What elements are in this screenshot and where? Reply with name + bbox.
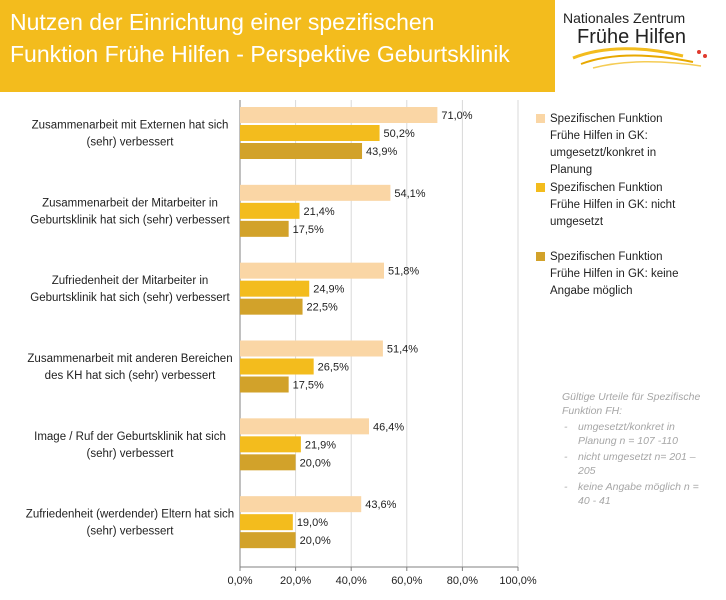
category-label: (sehr) verbessert: [87, 448, 175, 460]
data-label: 71,0%: [441, 110, 472, 122]
valid-ratings-note: Gültige Urteile für Spezifische Funktion…: [562, 390, 712, 508]
bar: [240, 298, 303, 315]
category-label: Geburtsklinik hat sich (sehr) verbessert: [30, 292, 230, 304]
category-label: Image / Ruf der Geburtsklinik hat sich: [34, 431, 226, 443]
title-line-1: Nutzen der Einrichtung einer spezifische…: [10, 9, 435, 35]
note-heading: Gültige Urteile für Spezifische Funktion…: [562, 391, 701, 417]
data-label: 19,0%: [297, 517, 328, 529]
x-tick-label: 40,0%: [336, 575, 367, 587]
category-label: (sehr) verbessert: [87, 137, 175, 149]
data-label: 22,5%: [307, 302, 338, 314]
category-label: Geburtsklinik hat sich (sehr) verbessert: [30, 214, 230, 226]
data-label: 20,0%: [300, 535, 331, 547]
bar: [240, 107, 438, 123]
data-label: 43,6%: [365, 499, 396, 511]
page-title: Nutzen der Einrichtung einer spezifische…: [10, 6, 550, 70]
logo: Nationales Zentrum Frühe Hilfen: [563, 10, 723, 70]
bar: [240, 514, 293, 531]
bar: [240, 340, 383, 357]
bar-chart: 0,0% 20,0% 40,0% 60,0% 80,0% 100,0% 71,0% 50,2%…: [26, 100, 537, 587]
legend-label-line: Planung: [550, 164, 593, 176]
bar: [240, 436, 301, 453]
legend-label-line: Spezifischen Funktion: [550, 182, 663, 194]
legend-label-line: umgesetzt: [550, 216, 604, 228]
bar: [240, 262, 385, 279]
data-label: 43,9%: [366, 146, 397, 158]
data-label: 21,4%: [303, 206, 334, 218]
bar: [240, 454, 296, 471]
logo-line-1: Nationales Zentrum: [563, 10, 686, 26]
bar: [240, 125, 380, 141]
legend-swatch: [536, 183, 545, 192]
logo-line-2: Frühe Hilfen: [577, 26, 686, 48]
x-tick-label: 60,0%: [391, 575, 422, 587]
legend-label: Spezifischen Funktion Frühe Hilfen in GK:…: [550, 249, 720, 300]
note-item: nicht umgesetzt n= 201 – 205: [562, 450, 712, 478]
legend-label: Spezifischen Funktion Frühe Hilfen in GK:…: [550, 180, 720, 231]
data-label: 17,5%: [293, 224, 324, 236]
bar: [240, 532, 296, 549]
x-tick-label: 0,0%: [227, 575, 252, 587]
data-label: 17,5%: [293, 380, 324, 392]
legend-label-line: Spezifischen Funktion: [550, 251, 663, 263]
x-tick-label: 20,0%: [280, 575, 311, 587]
bar: [240, 280, 310, 297]
data-label: 50,2%: [384, 128, 415, 140]
bar: [240, 202, 300, 219]
bar: [240, 143, 363, 159]
legend-label-line: Spezifischen Funktion: [550, 113, 663, 125]
bar: [240, 418, 369, 435]
note-item: keine Angabe möglich n = 40 - 41: [562, 480, 712, 508]
header-banner: Nutzen der Einrichtung einer spezifische…: [0, 0, 555, 92]
title-line-2: Funktion Frühe Hilfen - Perspektive Gebu…: [10, 41, 510, 67]
data-label: 20,0%: [300, 457, 331, 469]
legend-swatch: [536, 252, 545, 261]
data-label: 51,4%: [387, 344, 418, 356]
category-label: des KH hat sich (sehr) verbessert: [45, 370, 216, 382]
legend-label-line: Angabe möglich: [550, 285, 633, 297]
note-list: umgesetzt/konkret in Planung n = 107 -11…: [562, 420, 712, 508]
note-item: umgesetzt/konkret in Planung n = 107 -11…: [562, 420, 712, 448]
bar: [240, 358, 314, 375]
bar: [240, 184, 391, 201]
bar: [240, 496, 362, 513]
data-label: 51,8%: [388, 266, 419, 278]
legend-label-line: Frühe Hilfen in GK:: [550, 130, 648, 142]
category-label: Zusammenarbeit der Mitarbeiter in: [42, 197, 218, 209]
logo-swoosh-icon: [572, 47, 707, 69]
x-tick-label: 80,0%: [447, 575, 478, 587]
category-label: Zufriedenheit der Mitarbeiter in: [52, 275, 209, 287]
category-label: (sehr) verbessert: [87, 526, 175, 538]
x-tick-label: 100,0%: [499, 575, 537, 587]
legend-label-line: Frühe Hilfen in GK: keine: [550, 268, 679, 280]
legend-swatch: [536, 114, 545, 123]
data-label: 24,9%: [313, 284, 344, 296]
category-label: Zusammenarbeit mit anderen Bereichen: [27, 353, 232, 365]
legend-label-line: umgesetzt/konkret in: [550, 147, 657, 159]
data-label: 26,5%: [318, 362, 349, 374]
data-label: 54,1%: [394, 188, 425, 200]
legend-label-line: Frühe Hilfen in GK: nicht: [550, 199, 676, 211]
bar: [240, 220, 289, 237]
legend-label: Spezifischen Funktion Frühe Hilfen in GK:…: [550, 111, 720, 179]
category-label: Zusammenarbeit mit Externen hat sich: [32, 120, 229, 132]
data-label: 21,9%: [305, 439, 336, 451]
bar: [240, 376, 289, 393]
data-label: 46,4%: [373, 421, 404, 433]
category-label: Zufriedenheit (werdender) Eltern hat sic…: [26, 509, 234, 521]
